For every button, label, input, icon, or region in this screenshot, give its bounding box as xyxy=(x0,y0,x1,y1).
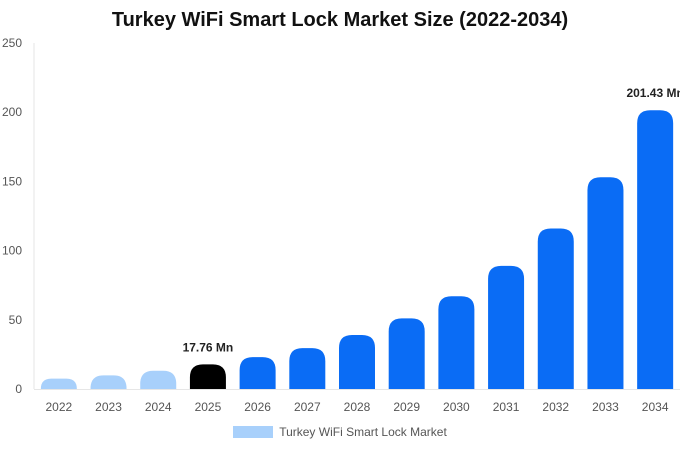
y-tick-label: 50 xyxy=(9,313,23,327)
x-tick-label: 2024 xyxy=(145,400,172,414)
y-tick-label: 100 xyxy=(2,244,22,258)
x-tick-label: 2030 xyxy=(443,400,470,414)
x-tick-label: 2029 xyxy=(393,400,420,414)
legend-swatch xyxy=(233,426,274,438)
y-tick-label: 150 xyxy=(2,174,22,188)
bar-2026 xyxy=(239,357,276,389)
bar-2023 xyxy=(90,375,127,389)
x-tick-label: 2027 xyxy=(294,400,321,414)
bar-2033 xyxy=(587,177,624,389)
legend: Turkey WiFi Smart Lock Market xyxy=(0,425,680,439)
bar-2027 xyxy=(289,348,326,389)
bar-2025 xyxy=(189,364,226,389)
legend-label: Turkey WiFi Smart Lock Market xyxy=(279,425,447,439)
bar-2032 xyxy=(537,228,574,389)
y-tick-label: 250 xyxy=(2,36,22,50)
bar-2029 xyxy=(388,318,425,389)
y-tick-label: 200 xyxy=(2,105,22,119)
bar-2030 xyxy=(438,296,475,389)
x-tick-label: 2034 xyxy=(642,400,669,414)
data-label: 201.43 Mn xyxy=(626,86,680,100)
x-tick-label: 2026 xyxy=(244,400,271,414)
bar-2034 xyxy=(637,110,674,389)
x-tick-label: 2032 xyxy=(542,400,569,414)
x-tick-label: 2028 xyxy=(344,400,371,414)
chart-title: Turkey WiFi Smart Lock Market Size (2022… xyxy=(111,9,569,31)
data-label: 17.76 Mn xyxy=(183,340,234,354)
x-tick-label: 2025 xyxy=(195,400,222,414)
bar-2028 xyxy=(339,335,375,389)
x-tick-label: 2033 xyxy=(592,400,619,414)
x-tick-label: 2022 xyxy=(45,400,72,414)
bar-2024 xyxy=(140,370,177,389)
bar-2022 xyxy=(40,378,77,389)
bar-2031 xyxy=(488,265,525,389)
x-tick-label: 2031 xyxy=(493,400,520,414)
x-tick-label: 2023 xyxy=(95,400,122,414)
y-tick-label: 0 xyxy=(15,382,22,396)
